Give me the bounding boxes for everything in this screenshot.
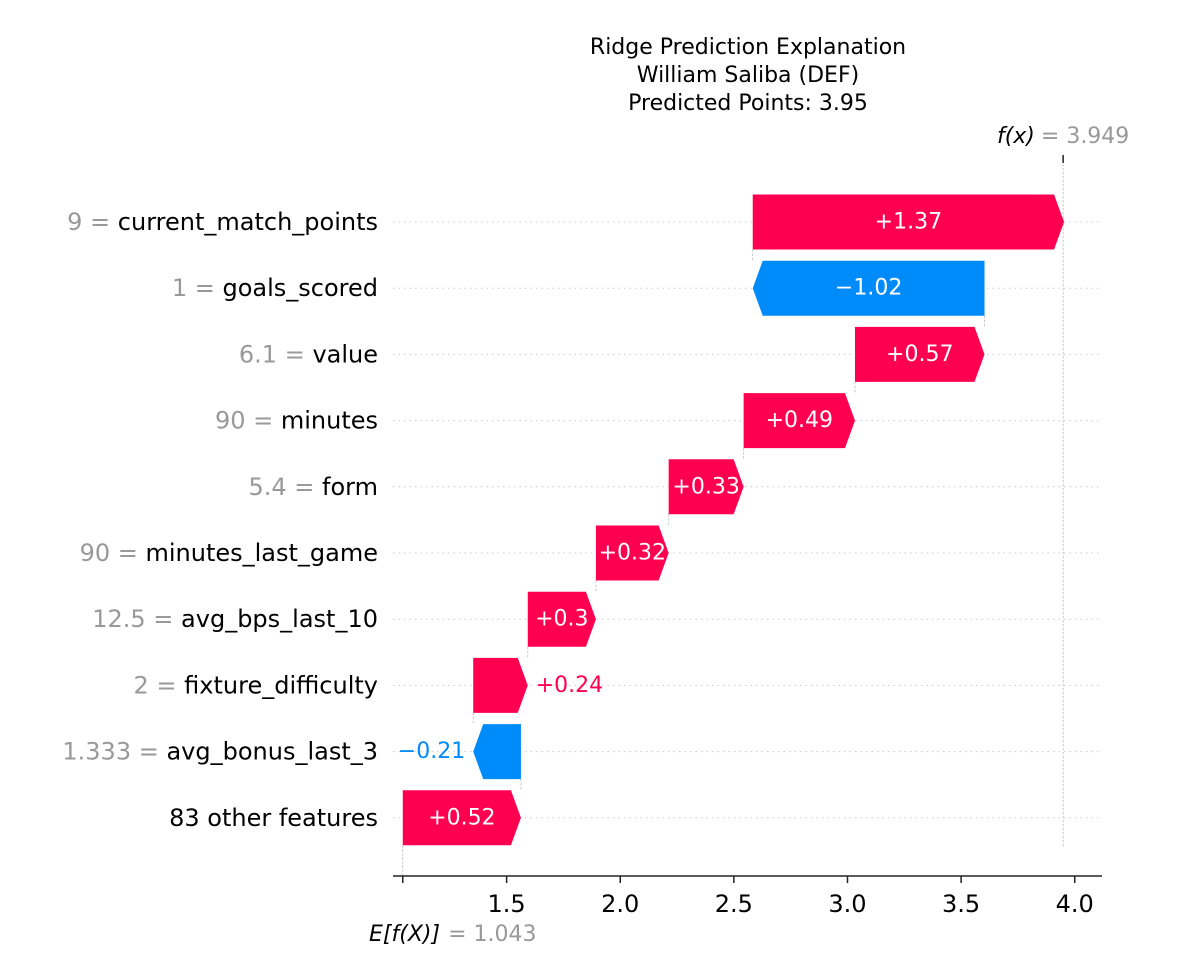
- feature-value: 6.1 =: [239, 340, 313, 368]
- feature-value: 9 =: [67, 208, 118, 236]
- feature-name: 83 other features: [169, 804, 378, 832]
- x-axis: 1.5 2.0 2.5 3.0 3.5 4.0: [393, 875, 1102, 918]
- contribution-labels: +1.37 −1.02 +0.57 +0.49 +0.33 +0.32 +0.3 +0.24 −…: [398, 210, 954, 831]
- feature-label: 2 = fixture_difficulty: [134, 671, 378, 699]
- connector-lines: [402, 164, 1064, 876]
- feature-label: 83 other features: [169, 804, 378, 832]
- bar-value-label: −0.21: [398, 739, 465, 764]
- bar-minutes-last-game: [595, 525, 669, 581]
- x-tick-label: 4.0: [1056, 890, 1094, 918]
- feature-name: avg_bonus_last_3: [166, 738, 378, 766]
- feature-name: current_match_points: [118, 208, 378, 236]
- final-value-marker: f(x) = 3.949: [997, 124, 1129, 163]
- feature-label: 1.333 = avg_bonus_last_3: [62, 738, 378, 766]
- bar-value-label: +0.49: [766, 408, 833, 433]
- feature-value: 90 =: [215, 407, 281, 435]
- bar-value-label: +0.52: [428, 805, 495, 830]
- feature-value: 90 =: [80, 539, 146, 567]
- chart-title-line: William Saliba (DEF): [637, 63, 859, 88]
- bar-form: [668, 459, 744, 515]
- bar-fixture-difficulty: [473, 657, 528, 713]
- bar-value-label: +0.33: [672, 474, 739, 499]
- feature-label: 9 = current_match_points: [67, 208, 378, 236]
- bar-avg-bonus-last-3: [473, 724, 521, 780]
- feature-value: 1 =: [172, 274, 223, 302]
- chart-title-line: Ridge Prediction Explanation: [590, 35, 906, 60]
- feature-label: 12.5 = avg_bps_last_10: [92, 605, 378, 633]
- feature-value: 1.333 =: [62, 738, 166, 766]
- bar-goals-scored: [752, 260, 985, 316]
- base-value-marker: E[f(X)] = 1.043: [369, 922, 536, 947]
- x-tick-label: 3.0: [828, 890, 866, 918]
- feature-label: 90 = minutes_last_game: [80, 539, 378, 567]
- feature-label: 90 = minutes: [215, 407, 378, 435]
- final-value-label: f(x) = 3.949: [997, 124, 1129, 149]
- feature-name: avg_bps_last_10: [181, 605, 378, 633]
- x-tick-label: 2.0: [601, 890, 639, 918]
- feature-labels: 9 = current_match_points 1 = goals_scored…: [62, 208, 378, 832]
- x-tick-label: 2.5: [715, 890, 753, 918]
- feature-label: 6.1 = value: [239, 340, 378, 368]
- base-value-label: E[f(X)] = 1.043: [369, 922, 536, 947]
- feature-name: value: [312, 340, 378, 368]
- chart-title: Ridge Prediction Explanation William Sali…: [590, 35, 906, 116]
- feature-name: minutes_last_game: [145, 539, 378, 567]
- feature-name: form: [322, 473, 378, 501]
- bar-83-other-features: [402, 790, 521, 846]
- bar-minutes: [743, 393, 855, 449]
- x-tick-label: 1.5: [488, 890, 526, 918]
- bar-avg-bps-last-10: [527, 591, 596, 647]
- bar-value-label: +0.57: [886, 342, 953, 367]
- feature-value: 2 =: [134, 671, 185, 699]
- bar-value-label: +1.37: [875, 210, 942, 235]
- bar-current-match-points: [752, 194, 1065, 250]
- feature-name: goals_scored: [222, 274, 378, 302]
- bar-value: [854, 326, 985, 382]
- bar-value-label: +0.3: [535, 607, 588, 632]
- feature-label: 1 = goals_scored: [172, 274, 378, 302]
- bar-value-label: +0.24: [536, 673, 603, 698]
- bar-value-label: +0.32: [599, 541, 666, 566]
- base-value-number: = 1.043: [448, 922, 536, 947]
- final-value-symbol: f(x): [997, 124, 1035, 149]
- feature-name: fixture_difficulty: [184, 671, 378, 699]
- feature-name: minutes: [281, 407, 378, 435]
- final-value-number: = 3.949: [1041, 124, 1129, 149]
- feature-label: 5.4 = form: [248, 473, 378, 501]
- contribution-bars: [402, 194, 1065, 846]
- feature-value: 5.4 =: [248, 473, 322, 501]
- base-value-symbol: E[f(X)]: [369, 922, 440, 947]
- feature-value: 12.5 =: [92, 605, 181, 633]
- chart-title-line: Predicted Points: 3.95: [628, 91, 868, 116]
- x-tick-label: 3.5: [942, 890, 980, 918]
- bar-value-label: −1.02: [835, 276, 902, 301]
